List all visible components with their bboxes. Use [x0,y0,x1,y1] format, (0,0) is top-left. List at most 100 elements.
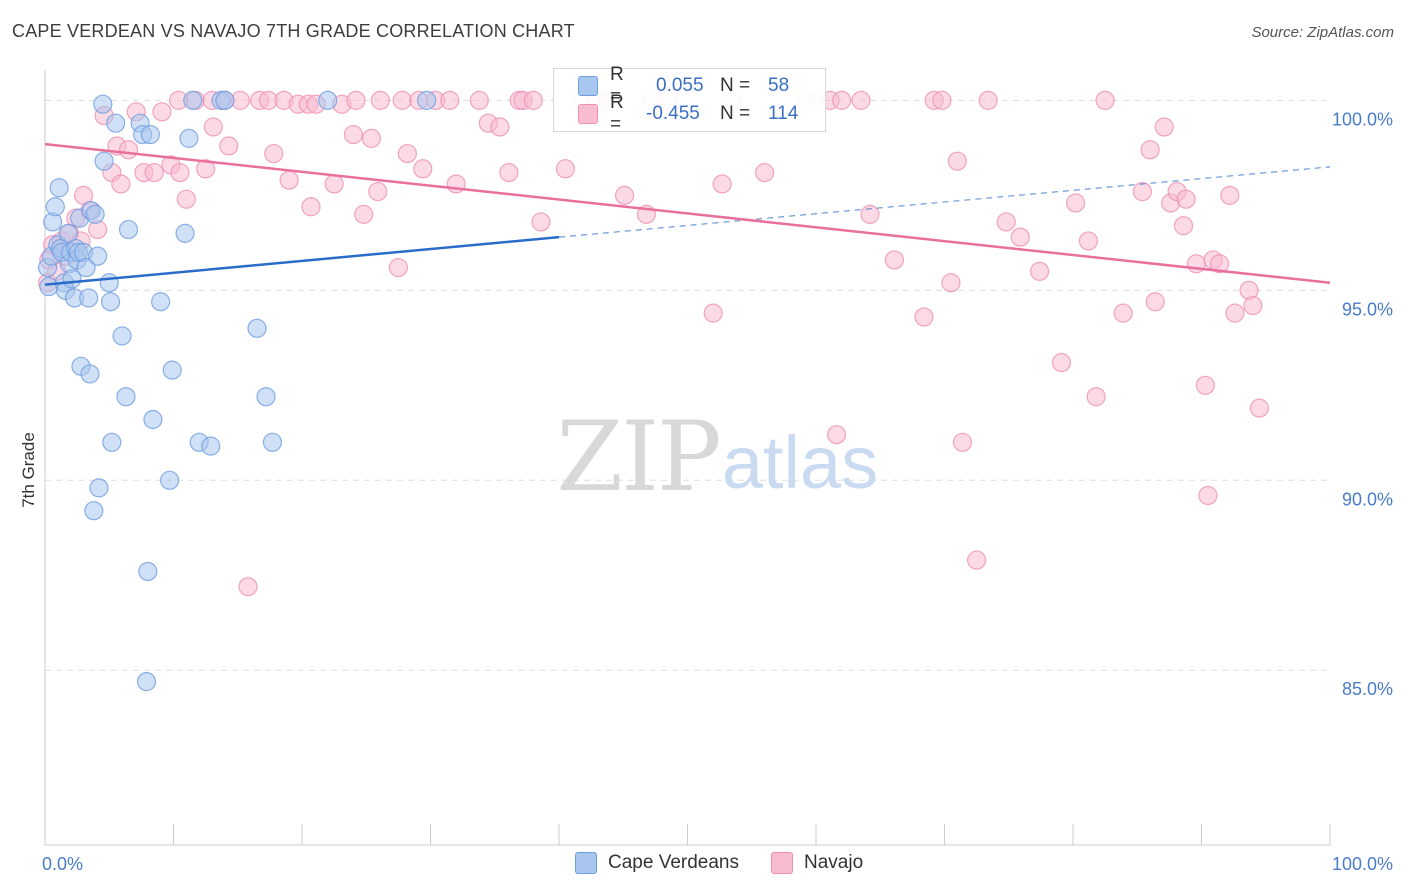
legend-swatch-blue [578,76,598,96]
legend-r-label: R = [610,92,624,135]
legend-r-value: -0.455 [646,103,700,124]
bottom-legend-swatch-blue [575,852,597,874]
x-tick-label: 100.0% [1332,854,1393,874]
cape-verdean-point [45,197,65,217]
bottom-legend-swatch-pink [771,852,793,874]
cape-verdean-point [118,219,139,240]
navajo-point [118,140,139,160]
bottom-legend-label: Cape Verdeans [608,852,739,873]
cape-verdean-point [201,436,221,456]
tick-labels: 100.0% 95.0% 90.0% 85.0% 0.0% 100.0% [42,109,1393,874]
navajo-point [978,90,998,110]
legend-row-cape-verdeans: R = 0.055 N = 58 [554,64,790,107]
cape-verdean-point [162,360,182,380]
navajo-point [1086,387,1106,407]
navajo-points [37,90,1269,597]
cape-verdean-point [136,672,157,692]
navajo-point [413,159,433,179]
navajo-point [914,307,934,327]
navajo-point [368,181,388,202]
navajo-point [238,577,258,597]
watermark: ZIP atlas [556,401,878,513]
navajo-point [301,197,321,217]
legend-n-label: N = [720,103,751,124]
cape-verdean-point [88,246,108,266]
navajo-point [1176,189,1196,209]
cape-verdean-point [89,478,109,498]
navajo-point [1010,227,1030,247]
navajo-point [397,143,417,164]
y-tick-label: 85.0% [1342,679,1393,699]
navajo-point [392,90,412,110]
cape-verdean-point [417,90,437,110]
navajo-point [176,189,196,209]
navajo-point [144,162,164,183]
cape-verdean-point [247,318,267,338]
navajo-point [1249,398,1269,418]
navajo-point [264,143,284,164]
cape-verdean-point [76,257,96,278]
cape-verdean-point [102,432,122,452]
legend-r-label: R = [610,64,624,107]
bottom-legend-navajo: Navajo [771,852,863,874]
navajo-point [354,204,374,224]
navajo-point [932,90,952,110]
y-tick-label: 95.0% [1342,299,1393,319]
navajo-point [754,162,775,183]
axes [44,70,1331,846]
legend-row-navajo: R = -0.455 N = 114 [554,92,798,135]
navajo-point [860,204,880,224]
cape-verdean-point [106,113,126,133]
navajo-point [832,90,852,110]
navajo-point [1198,485,1218,506]
navajo-point [1173,216,1194,236]
navajo-point [1095,90,1115,110]
navajo-point [523,90,543,110]
y-tick-label: 100.0% [1332,109,1393,129]
cape-verdean-point [93,94,113,114]
navajo-point [196,159,216,179]
navajo-point [947,151,967,171]
cape-verdean-point [179,128,199,148]
navajo-point [952,432,973,452]
navajo-point [490,117,510,137]
navajo-point [469,90,489,110]
cape-verdean-point [49,178,69,198]
cape-verdean-point [143,409,163,430]
cape-verdean-point [151,292,171,312]
bottom-legend-label: Navajo [804,852,864,873]
navajo-point [531,212,551,232]
navajo-point [884,250,904,270]
cape-verdean-point [100,292,121,312]
navajo-point [361,128,381,148]
navajo-point [1132,181,1152,202]
legend: R = 0.055 N = 58 R = -0.455 N = 114 [553,64,826,135]
navajo-point [614,185,635,205]
navajo-point [1243,295,1263,316]
navajo-point [826,425,847,445]
y-tick-label: 90.0% [1342,489,1393,509]
cape-verdean-point [116,387,136,407]
watermark-atlas: atlas [722,421,878,504]
bottom-legend-cape-verdeans: Cape Verdeans [575,852,739,874]
cape-verdean-point [140,124,160,145]
cape-verdean-point [112,326,132,346]
cape-verdean-trend-line [44,235,560,286]
cape-verdean-point [99,273,119,293]
navajo-point [1113,303,1133,323]
bottom-legend: Cape Verdeans Navajo [0,852,1406,878]
navajo-point [152,102,172,122]
legend-n-label: N = [720,75,751,96]
chart-source: Source: ZipAtlas.com [1251,24,1394,41]
navajo-point [996,212,1016,232]
navajo-point [346,90,366,110]
cape-verdean-point [79,288,99,308]
chart-title: CAPE VERDEAN VS NAVAJO 7TH GRADE CORRELA… [12,21,575,41]
cape-verdean-point [85,204,105,224]
navajo-point [1220,185,1240,205]
cape-verdean-point [256,387,276,407]
navajo-point [1065,193,1086,213]
navajo-point [1029,261,1050,281]
legend-n-value: 58 [768,75,790,96]
